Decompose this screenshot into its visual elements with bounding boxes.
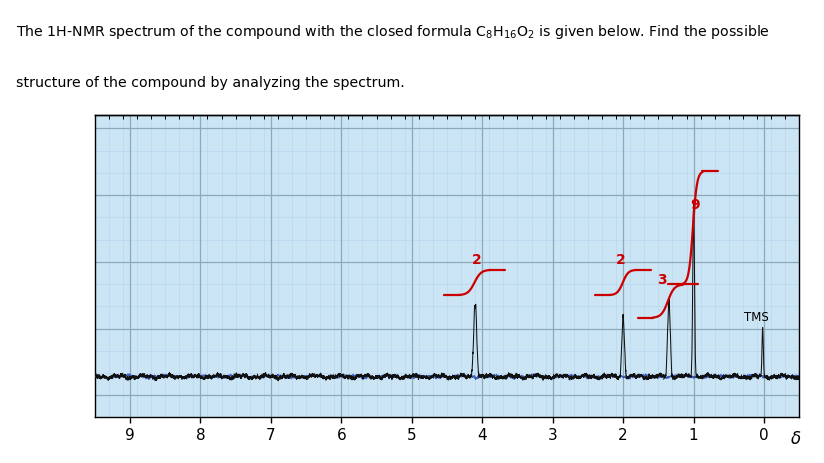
Text: 3: 3 (657, 272, 667, 286)
Text: 9: 9 (690, 198, 700, 212)
Text: TMS: TMS (744, 311, 769, 324)
Text: The 1H-NMR spectrum of the compound with the closed formula $\mathregular{C_8H_{: The 1H-NMR spectrum of the compound with… (16, 23, 770, 41)
Text: structure of the compound by analyzing the spectrum.: structure of the compound by analyzing t… (16, 76, 405, 90)
Text: 2: 2 (616, 252, 626, 266)
Text: 2: 2 (471, 252, 481, 266)
Text: δ: δ (791, 429, 801, 447)
